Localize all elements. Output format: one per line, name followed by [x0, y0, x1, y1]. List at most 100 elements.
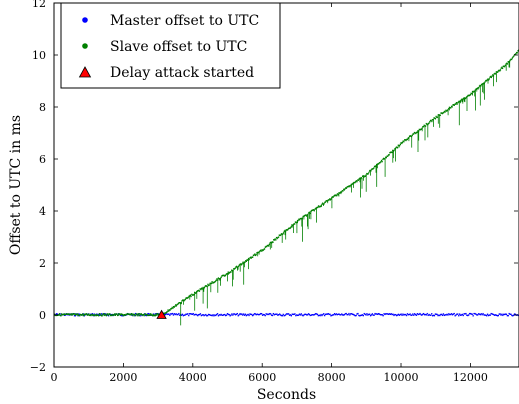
- master-point: [228, 313, 230, 316]
- slave-point: [357, 179, 359, 181]
- slave-point: [291, 224, 293, 226]
- slave-point: [305, 214, 307, 216]
- legend: Master offset to UTC Slave offset to UTC D…: [60, 2, 281, 89]
- slave-point: [242, 261, 244, 264]
- master-point: [368, 313, 370, 316]
- slave-point: [331, 196, 334, 198]
- master-point: [221, 314, 223, 316]
- master-point: [496, 315, 499, 317]
- slave-point: [252, 256, 254, 258]
- master-point: [407, 313, 409, 316]
- master-point: [317, 314, 319, 317]
- master-point: [250, 313, 252, 316]
- slave-point: [486, 79, 488, 81]
- x-tick-label: 10000: [384, 371, 419, 384]
- slave-point: [372, 168, 374, 170]
- master-point: [99, 314, 101, 316]
- master-point: [467, 314, 469, 317]
- slave-point: [196, 290, 198, 293]
- slave-point: [392, 149, 394, 152]
- master-point: [304, 313, 306, 316]
- slave-point: [272, 241, 274, 243]
- master-point: [437, 314, 439, 317]
- slave-point: [236, 265, 238, 268]
- master-point: [469, 312, 472, 315]
- slave-point: [235, 266, 237, 268]
- slave-point: [73, 313, 75, 315]
- master-point: [443, 314, 445, 317]
- master-point: [354, 315, 356, 317]
- slave-point: [109, 313, 111, 315]
- master-point: [82, 313, 85, 315]
- slave-point: [290, 225, 292, 228]
- slave-point: [507, 61, 509, 63]
- slave-point: [86, 313, 88, 315]
- master-point: [476, 314, 478, 316]
- master-point: [415, 314, 418, 316]
- master-point: [355, 314, 357, 317]
- slave-point: [450, 105, 453, 108]
- slave-point: [471, 90, 474, 93]
- slave-point: [61, 313, 63, 315]
- master-point: [398, 314, 400, 316]
- master-point: [472, 315, 474, 317]
- slave-point: [84, 313, 86, 316]
- master-point: [234, 313, 236, 315]
- master-point: [227, 313, 229, 316]
- master-point: [241, 313, 243, 315]
- slave-point: [273, 239, 275, 241]
- master-point: [348, 312, 350, 315]
- master-point: [303, 314, 305, 316]
- x-axis-label: Seconds: [257, 387, 316, 403]
- master-point: [347, 313, 349, 316]
- slave-point: [184, 299, 186, 301]
- slave-point: [489, 76, 491, 78]
- slave-point: [321, 203, 323, 206]
- master-point: [445, 314, 447, 316]
- master-point: [395, 314, 397, 316]
- master-point: [55, 313, 58, 315]
- master-point: [264, 314, 266, 317]
- slave-point: [345, 187, 348, 189]
- slave-point: [366, 173, 369, 175]
- slave-point: [274, 238, 276, 240]
- master-point: [334, 313, 337, 316]
- slave-point: [81, 314, 83, 316]
- master-point: [390, 313, 392, 315]
- slave-point: [251, 256, 253, 258]
- slave-point: [469, 93, 471, 96]
- master-point: [495, 314, 498, 316]
- slave-point: [164, 312, 166, 314]
- slave-point: [445, 109, 447, 112]
- master-point: [177, 313, 179, 316]
- slave-point: [120, 313, 122, 315]
- master-point: [461, 313, 463, 316]
- master-point: [487, 314, 490, 317]
- slave-point: [426, 123, 428, 126]
- slave-point: [403, 140, 405, 143]
- master-point: [207, 314, 209, 317]
- slave-point: [467, 95, 469, 97]
- master-point: [322, 313, 324, 316]
- master-point: [393, 314, 395, 317]
- master-point: [359, 315, 361, 317]
- master-point: [381, 314, 383, 316]
- slave-point: [104, 313, 106, 316]
- master-point: [352, 313, 355, 316]
- slave-point: [284, 229, 286, 232]
- master-point: [385, 313, 387, 315]
- master-point: [266, 313, 268, 316]
- slave-point: [61, 313, 63, 316]
- master-point: [479, 313, 481, 316]
- master-point: [277, 314, 279, 316]
- slave-point: [144, 313, 146, 315]
- slave-point: [137, 314, 139, 317]
- slave-point: [101, 314, 103, 317]
- master-point: [191, 313, 193, 315]
- y-tick-label: 4: [39, 205, 46, 218]
- master-point: [136, 314, 139, 316]
- master-point: [279, 314, 282, 316]
- slave-point: [97, 314, 99, 316]
- master-point: [257, 313, 259, 316]
- master-point: [326, 313, 328, 315]
